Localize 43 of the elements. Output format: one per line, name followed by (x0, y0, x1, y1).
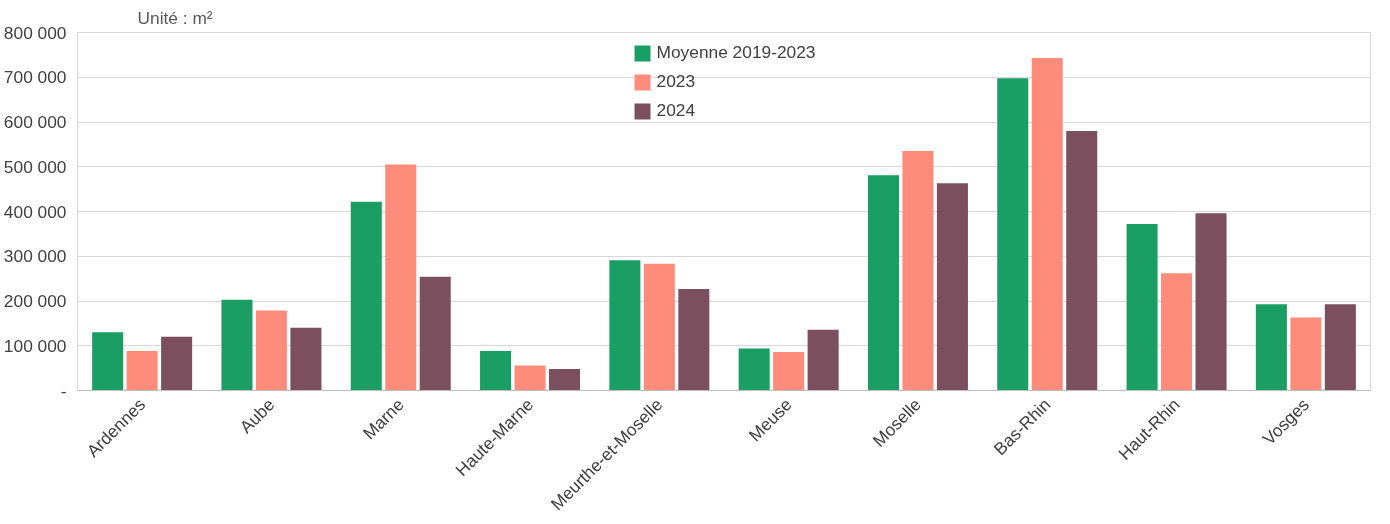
bar (1161, 273, 1193, 391)
bar (419, 276, 451, 391)
legend-label: Moyenne 2019-2023 (656, 42, 816, 63)
bar (161, 336, 193, 391)
y-tick-label: 300 000 (3, 246, 67, 267)
y-tick-label: 800 000 (3, 22, 67, 43)
y-tick-label: 700 000 (3, 67, 67, 88)
y-tick-label: 500 000 (3, 156, 67, 177)
bar (738, 348, 770, 391)
bar (1195, 213, 1227, 391)
bar (92, 332, 124, 391)
y-tick-label: 200 000 (3, 291, 67, 311)
bar (997, 78, 1029, 391)
legend-label: 2023 (656, 71, 696, 92)
bar (290, 327, 322, 391)
bar (643, 263, 675, 391)
y-tick-label: 400 000 (3, 201, 67, 222)
bar (678, 288, 710, 391)
bar (350, 201, 382, 391)
bar (221, 299, 253, 391)
bar (773, 352, 805, 391)
bar (609, 260, 641, 391)
bar (480, 351, 512, 391)
bar (807, 329, 839, 391)
y-tick-label: - (60, 380, 67, 401)
y-axis-title: Unité : m² (137, 7, 213, 28)
bar (1290, 317, 1322, 391)
bar (1324, 304, 1356, 391)
bar (936, 183, 968, 391)
bar (902, 151, 934, 391)
bar (867, 175, 899, 391)
bar (1255, 304, 1287, 391)
bar (255, 310, 287, 391)
bar (549, 369, 581, 391)
bar (126, 351, 158, 391)
bar (514, 365, 546, 391)
bar (385, 164, 417, 391)
y-tick-label: 100 000 (3, 335, 67, 356)
bar (1126, 224, 1158, 391)
y-tick-label: 600 000 (3, 112, 67, 132)
bar (1066, 130, 1098, 391)
legend-label: 2024 (656, 100, 696, 121)
bar (1031, 58, 1063, 391)
